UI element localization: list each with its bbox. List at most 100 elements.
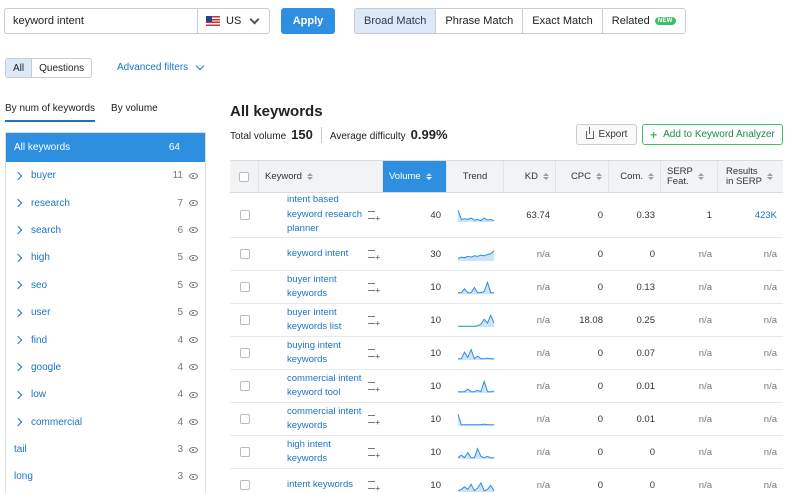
sidebar-item-seo[interactable]: seo 5	[6, 272, 205, 299]
questions-toggle[interactable]: Questions	[39, 62, 85, 74]
add-to-keyword-analyzer-button[interactable]: + Add to Keyword Analyzer	[642, 124, 783, 145]
sidebar-item-find[interactable]: find 4	[6, 326, 205, 353]
header-results-in-serp[interactable]: Results in SERP	[718, 161, 783, 192]
eye-icon[interactable]	[189, 227, 198, 234]
row-checkbox[interactable]	[239, 414, 250, 424]
keyword-search-input[interactable]	[5, 9, 197, 33]
row-checkbox[interactable]	[239, 480, 250, 490]
keyword-link[interactable]: intent keywords	[287, 478, 364, 493]
sidebar-item-user[interactable]: user 5	[6, 299, 205, 326]
row-checkbox[interactable]	[239, 249, 250, 259]
header-serp-features[interactable]: SERP Feat.	[661, 161, 718, 192]
apply-button[interactable]: Apply	[281, 8, 335, 34]
eye-icon[interactable]	[189, 391, 198, 398]
sidebar-item-search[interactable]: search 6	[6, 217, 205, 244]
add-to-list-icon[interactable]	[368, 315, 380, 328]
chevron-right-icon[interactable]	[13, 417, 23, 427]
tab-phrase-match[interactable]: Phrase Match	[436, 9, 524, 33]
eye-icon[interactable]	[189, 364, 198, 371]
row-checkbox[interactable]	[239, 210, 250, 220]
sidebar-item-tail[interactable]: tail 3	[6, 436, 205, 463]
sidebar-item-google[interactable]: google 4	[6, 354, 205, 381]
sidebar-item-commercial[interactable]: commercial 4	[6, 409, 205, 436]
advanced-filters-button[interactable]: Advanced filters	[117, 61, 205, 73]
header-results-line1: Results	[726, 165, 758, 177]
keyword-link[interactable]: buyer intent keywords	[287, 273, 364, 302]
add-to-list-icon[interactable]	[368, 381, 380, 394]
row-checkbox[interactable]	[239, 348, 250, 358]
country-select[interactable]: US	[197, 9, 269, 33]
add-to-list-icon[interactable]	[368, 447, 380, 460]
chevron-down-icon	[195, 61, 205, 71]
chevron-right-icon[interactable]	[13, 253, 23, 263]
tab-by-volume[interactable]: By volume	[111, 103, 158, 114]
tab-by-num-keywords[interactable]: By num of keywords	[5, 103, 96, 122]
tab-exact-match[interactable]: Exact Match	[523, 9, 603, 33]
sidebar-item-label: tail	[14, 444, 27, 456]
eye-icon[interactable]	[189, 200, 198, 207]
eye-icon[interactable]	[189, 309, 198, 316]
trend-cell	[447, 436, 504, 468]
eye-icon[interactable]	[189, 254, 198, 261]
row-checkbox[interactable]	[239, 315, 250, 325]
keyword-link[interactable]: buying intent keywords	[287, 339, 364, 368]
sidebar-item-research[interactable]: research 7	[6, 189, 205, 216]
sidebar-item-high[interactable]: high 5	[6, 244, 205, 271]
chevron-right-icon[interactable]	[13, 308, 23, 317]
sidebar-item-All-keywords[interactable]: All keywords 64	[6, 133, 205, 162]
header-kd[interactable]: KD	[504, 161, 556, 192]
keyword-cell: keyword intent	[259, 238, 383, 270]
row-checkbox[interactable]	[239, 381, 250, 391]
chevron-right-icon[interactable]	[13, 171, 23, 180]
results-in-serp-cell[interactable]: 423K	[754, 209, 777, 221]
row-checkbox[interactable]	[239, 282, 250, 292]
tab-related[interactable]: Related NEW	[602, 9, 685, 33]
sparkline-line	[457, 414, 494, 426]
sparkline-area	[457, 315, 494, 327]
keyword-link[interactable]: intent based keyword research planner	[287, 193, 364, 237]
chevron-right-icon[interactable]	[13, 335, 23, 345]
chevron-right-icon[interactable]	[13, 226, 23, 235]
select-cell	[230, 271, 259, 303]
sidebar-item-low[interactable]: low 4	[6, 381, 205, 408]
export-button[interactable]: Export	[576, 124, 637, 145]
add-to-list-icon[interactable]	[368, 249, 380, 262]
header-volume[interactable]: Volume	[383, 161, 447, 192]
header-cpc[interactable]: CPC	[556, 161, 609, 192]
chevron-right-icon[interactable]	[13, 281, 23, 290]
keyword-link[interactable]: buyer intent keywords list	[287, 306, 364, 335]
keyword-link[interactable]: keyword intent	[287, 247, 364, 262]
add-to-list-icon[interactable]	[368, 282, 380, 295]
add-to-list-icon[interactable]	[368, 348, 380, 361]
kd-cell: n/a	[536, 479, 550, 491]
eye-icon[interactable]	[189, 172, 198, 179]
chevron-right-icon[interactable]	[13, 198, 23, 208]
tab-broad-match[interactable]: Broad Match	[355, 9, 437, 33]
eye-icon[interactable]	[189, 419, 198, 426]
header-keyword[interactable]: Keyword	[259, 161, 383, 192]
keyword-link[interactable]: high intent keywords	[287, 438, 364, 467]
keyword-line: keywords	[287, 354, 328, 365]
sidebar-item-buyer[interactable]: buyer 11	[6, 162, 205, 189]
add-to-list-icon[interactable]	[368, 480, 380, 493]
chevron-right-icon[interactable]	[13, 363, 23, 372]
add-to-list-icon[interactable]	[368, 210, 380, 223]
eye-icon[interactable]	[189, 282, 198, 289]
add-to-list-icon[interactable]	[368, 414, 380, 427]
cpc-cell: 0	[597, 479, 603, 491]
row-checkbox[interactable]	[239, 447, 250, 457]
select-all-checkbox[interactable]	[239, 171, 249, 182]
keyword-link[interactable]: commercial intent keywords	[287, 405, 364, 434]
sidebar-item-long[interactable]: long 3	[6, 463, 205, 490]
results-in-serp-cell: n/a	[763, 248, 777, 260]
eye-icon[interactable]	[189, 337, 198, 344]
tab-label: Related	[611, 15, 650, 27]
chevron-right-icon[interactable]	[13, 390, 23, 400]
header-results-line2: in SERP	[726, 175, 762, 187]
volume-cell: 10	[430, 281, 441, 293]
header-com[interactable]: Com.	[609, 161, 661, 192]
keyword-link[interactable]: commercial intent keyword tool	[287, 372, 364, 401]
all-toggle[interactable]: All	[6, 59, 33, 77]
eye-icon[interactable]	[189, 446, 198, 453]
eye-icon[interactable]	[189, 473, 198, 480]
